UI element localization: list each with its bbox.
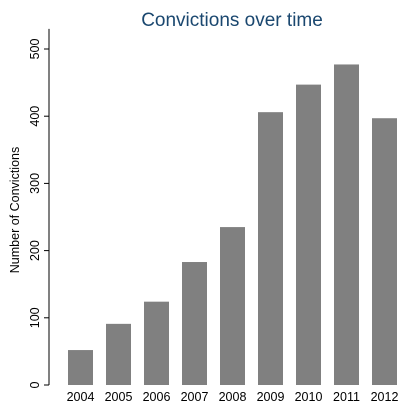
x-tick-label-2008: 2008 — [219, 390, 247, 404]
bars-group — [68, 64, 397, 386]
x-tick-label-2012: 2012 — [371, 390, 399, 404]
y-tick-label-300: 300 — [28, 173, 42, 194]
x-tick-label-2007: 2007 — [181, 390, 209, 404]
bar-2008 — [220, 227, 245, 385]
y-tick-label-400: 400 — [28, 106, 42, 127]
x-tick-label-2011: 2011 — [333, 390, 360, 404]
bar-2005 — [106, 323, 131, 385]
y-tick-label-100: 100 — [28, 307, 42, 328]
x-tick-label-2010: 2010 — [295, 390, 323, 404]
y-tick-label-0: 0 — [28, 381, 42, 388]
y-axis-label: Number of Convictions — [8, 147, 22, 273]
y-tick-label-500: 500 — [28, 39, 42, 60]
x-ticks-group: 2004 2005 2006 2007 2008 2009 2010 2011 2012 — [67, 390, 399, 404]
y-ticks-group: 0 100 200 300 400 500 — [28, 39, 49, 388]
y-tick-label-200: 200 — [28, 240, 42, 261]
bar-2006 — [144, 301, 169, 385]
bar-2010 — [296, 84, 321, 385]
chart-title: Convictions over time — [141, 10, 323, 31]
bar-2004 — [68, 350, 93, 385]
bar-2012 — [372, 118, 397, 385]
bar-2011 — [334, 64, 359, 386]
x-tick-label-2009: 2009 — [257, 390, 285, 404]
bar-2007 — [182, 262, 207, 385]
x-tick-label-2004: 2004 — [67, 390, 95, 404]
bar-2009 — [258, 112, 283, 385]
x-tick-label-2005: 2005 — [105, 390, 133, 404]
x-tick-label-2006: 2006 — [143, 390, 171, 404]
